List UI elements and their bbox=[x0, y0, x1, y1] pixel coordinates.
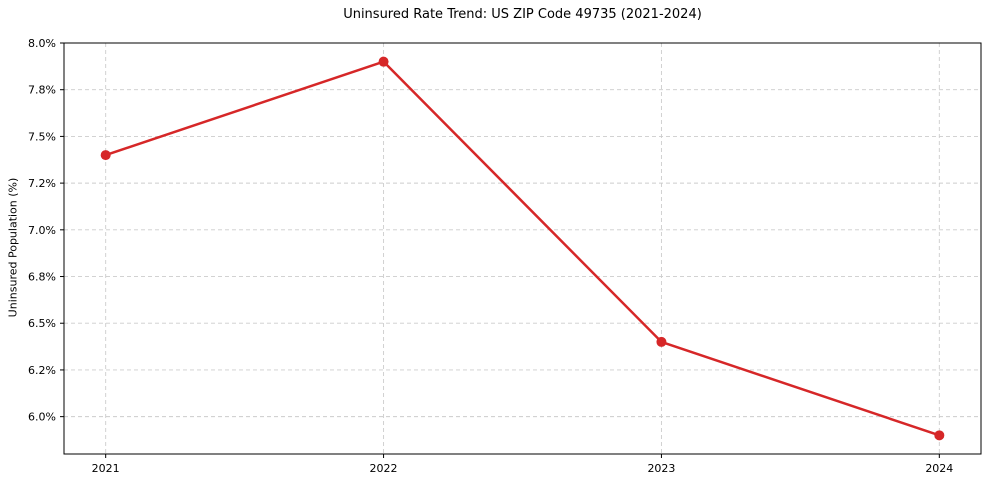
x-tick-label: 2021 bbox=[92, 462, 120, 475]
y-tick-label: 6.2% bbox=[28, 364, 56, 377]
y-tick-label: 7.2% bbox=[28, 177, 56, 190]
x-tick-label: 2024 bbox=[925, 462, 953, 475]
y-tick-label: 7.8% bbox=[28, 84, 56, 97]
y-tick-label: 8.0% bbox=[28, 37, 56, 50]
data-point-2023 bbox=[656, 336, 667, 347]
data-point-2022 bbox=[378, 56, 389, 67]
chart-title: Uninsured Rate Trend: US ZIP Code 49735 … bbox=[343, 7, 702, 22]
x-tick-label: 2022 bbox=[370, 462, 398, 475]
y-tick-label: 6.8% bbox=[28, 271, 56, 284]
data-point-2024 bbox=[934, 430, 945, 441]
y-tick-label: 7.0% bbox=[28, 224, 56, 237]
y-tick-label: 6.0% bbox=[28, 411, 56, 424]
x-tick-label: 2023 bbox=[647, 462, 675, 475]
axes-frame bbox=[63, 42, 982, 455]
y-tick-label: 7.5% bbox=[28, 130, 56, 143]
trend-line bbox=[104, 60, 941, 437]
y-tick-label: 6.5% bbox=[28, 317, 56, 330]
data-point-2021 bbox=[100, 150, 111, 161]
